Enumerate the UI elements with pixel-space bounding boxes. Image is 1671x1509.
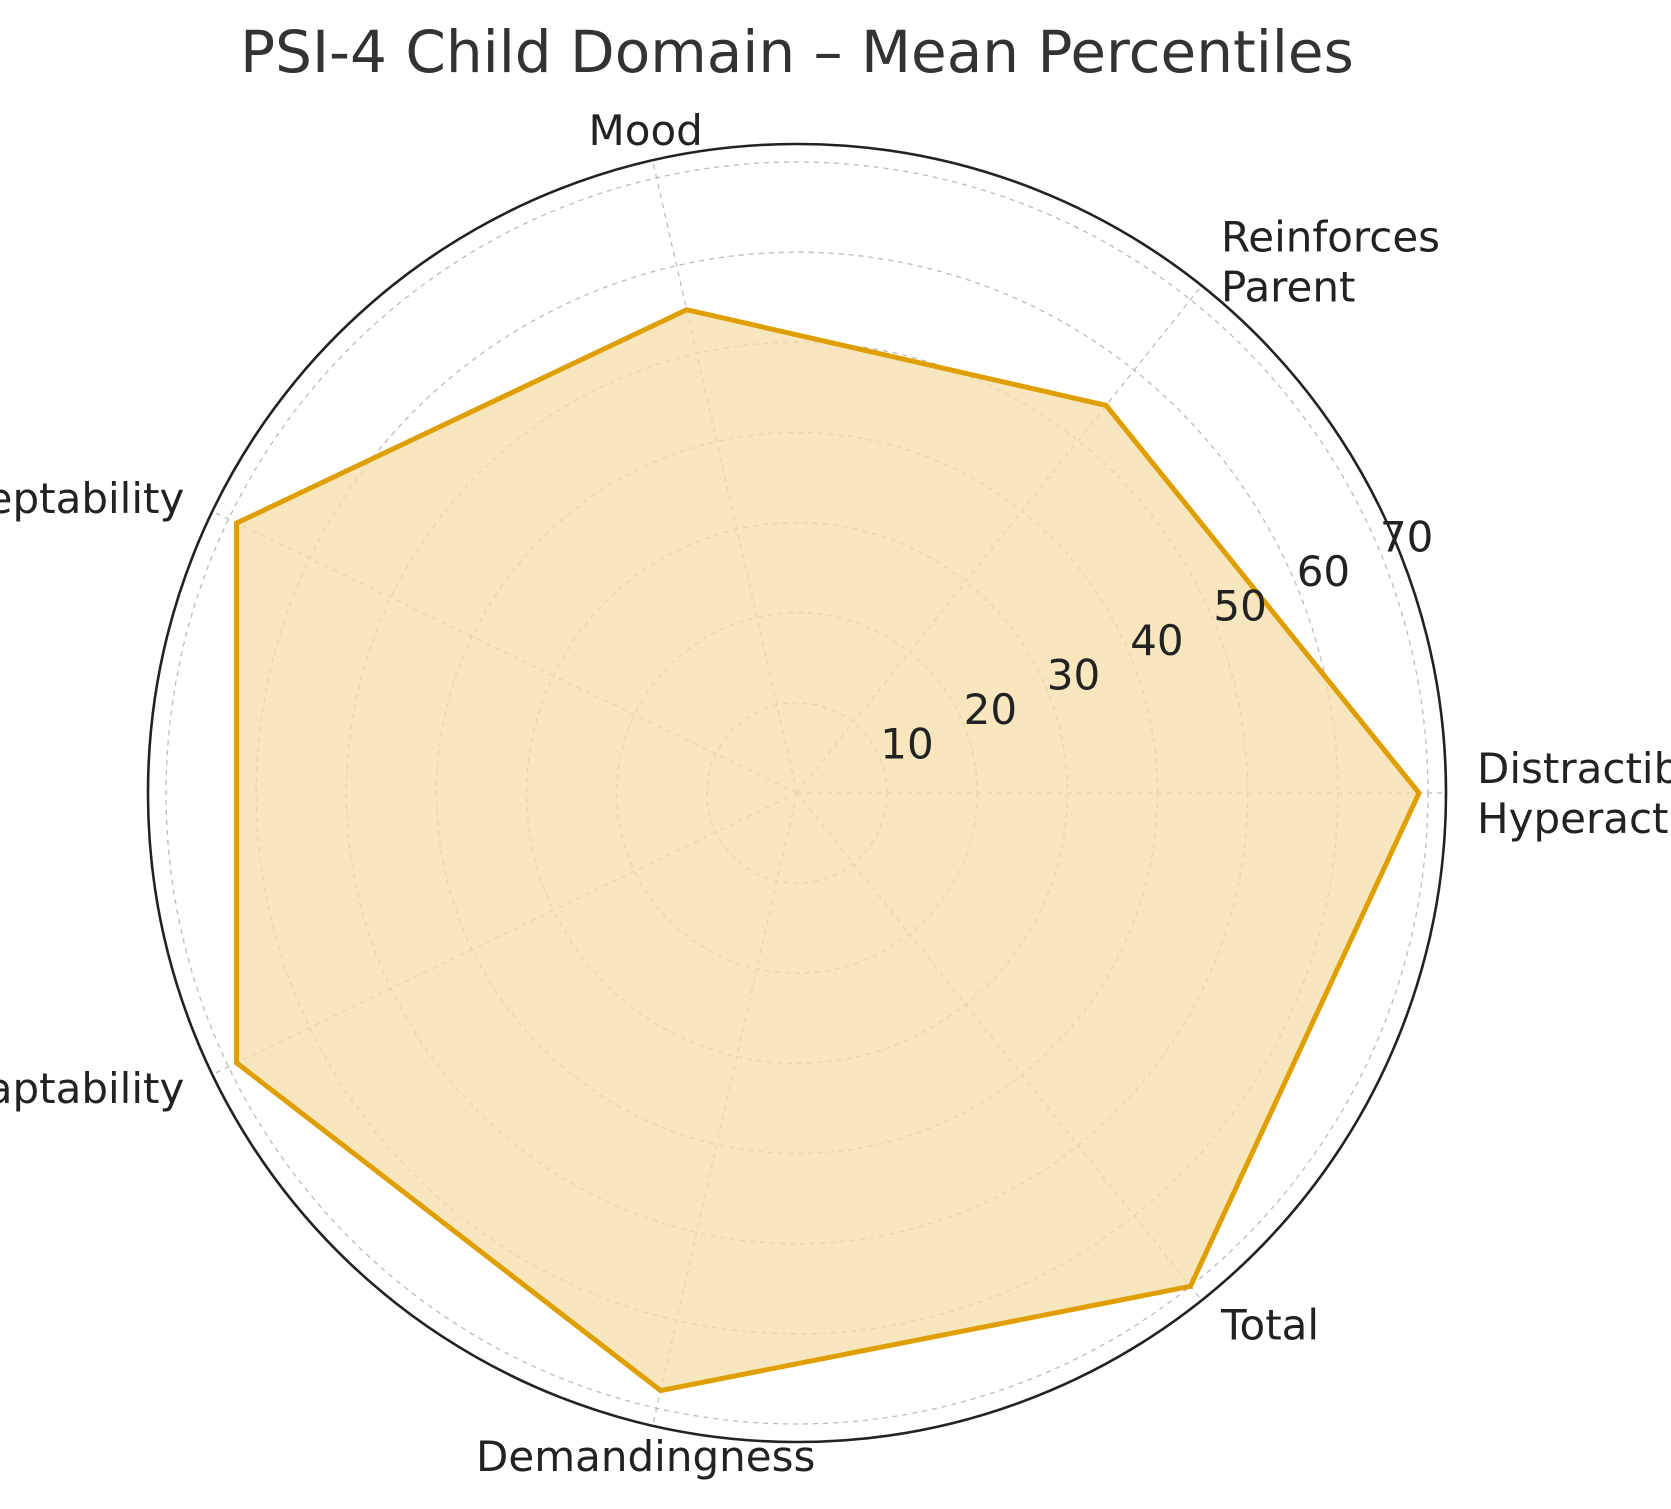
series-area-1 xyxy=(236,309,1420,1391)
axis-label-3: Mood xyxy=(589,106,703,155)
axis-label-1: Distractibility/Hyperactivity xyxy=(1477,744,1671,843)
axis-label-7: Total xyxy=(1220,1301,1319,1350)
axis-label-6: Demandingness xyxy=(476,1432,815,1481)
rtick-label-4: 40 xyxy=(1130,616,1183,665)
ring-label-layer: 10 20 30 40 50 60 70 xyxy=(880,513,1433,769)
rtick-label-7: 70 xyxy=(1380,513,1433,562)
chart-title: PSI-4 Child Domain – Mean Percentiles xyxy=(240,18,1354,86)
axis-label-5: Adaptability xyxy=(0,1064,184,1113)
rtick-label-6: 60 xyxy=(1297,547,1350,596)
polar-frame xyxy=(146,142,1448,1444)
rtick-label-3: 30 xyxy=(1047,651,1100,700)
rtick-label-5: 50 xyxy=(1213,582,1266,631)
rtick-label-1: 10 xyxy=(880,720,933,769)
series-line-1 xyxy=(234,307,1422,1394)
data-point-6 xyxy=(659,1389,663,1393)
axis-label-layer: Distractibility/Hyperactivity ReinforcesP… xyxy=(0,106,1671,1481)
data-point-7 xyxy=(1188,1284,1192,1288)
data-layer xyxy=(234,307,1422,1394)
axis-label-4: Acceptability xyxy=(0,474,184,523)
data-point-4 xyxy=(235,521,239,525)
data-point-5 xyxy=(235,1061,239,1065)
data-point-3 xyxy=(685,308,689,312)
rtick-label-2: 20 xyxy=(964,685,1017,734)
data-point-2 xyxy=(1104,403,1108,407)
data-point-1 xyxy=(1417,791,1421,795)
axis-label-2: Reinforces Parent xyxy=(1221,212,1440,311)
